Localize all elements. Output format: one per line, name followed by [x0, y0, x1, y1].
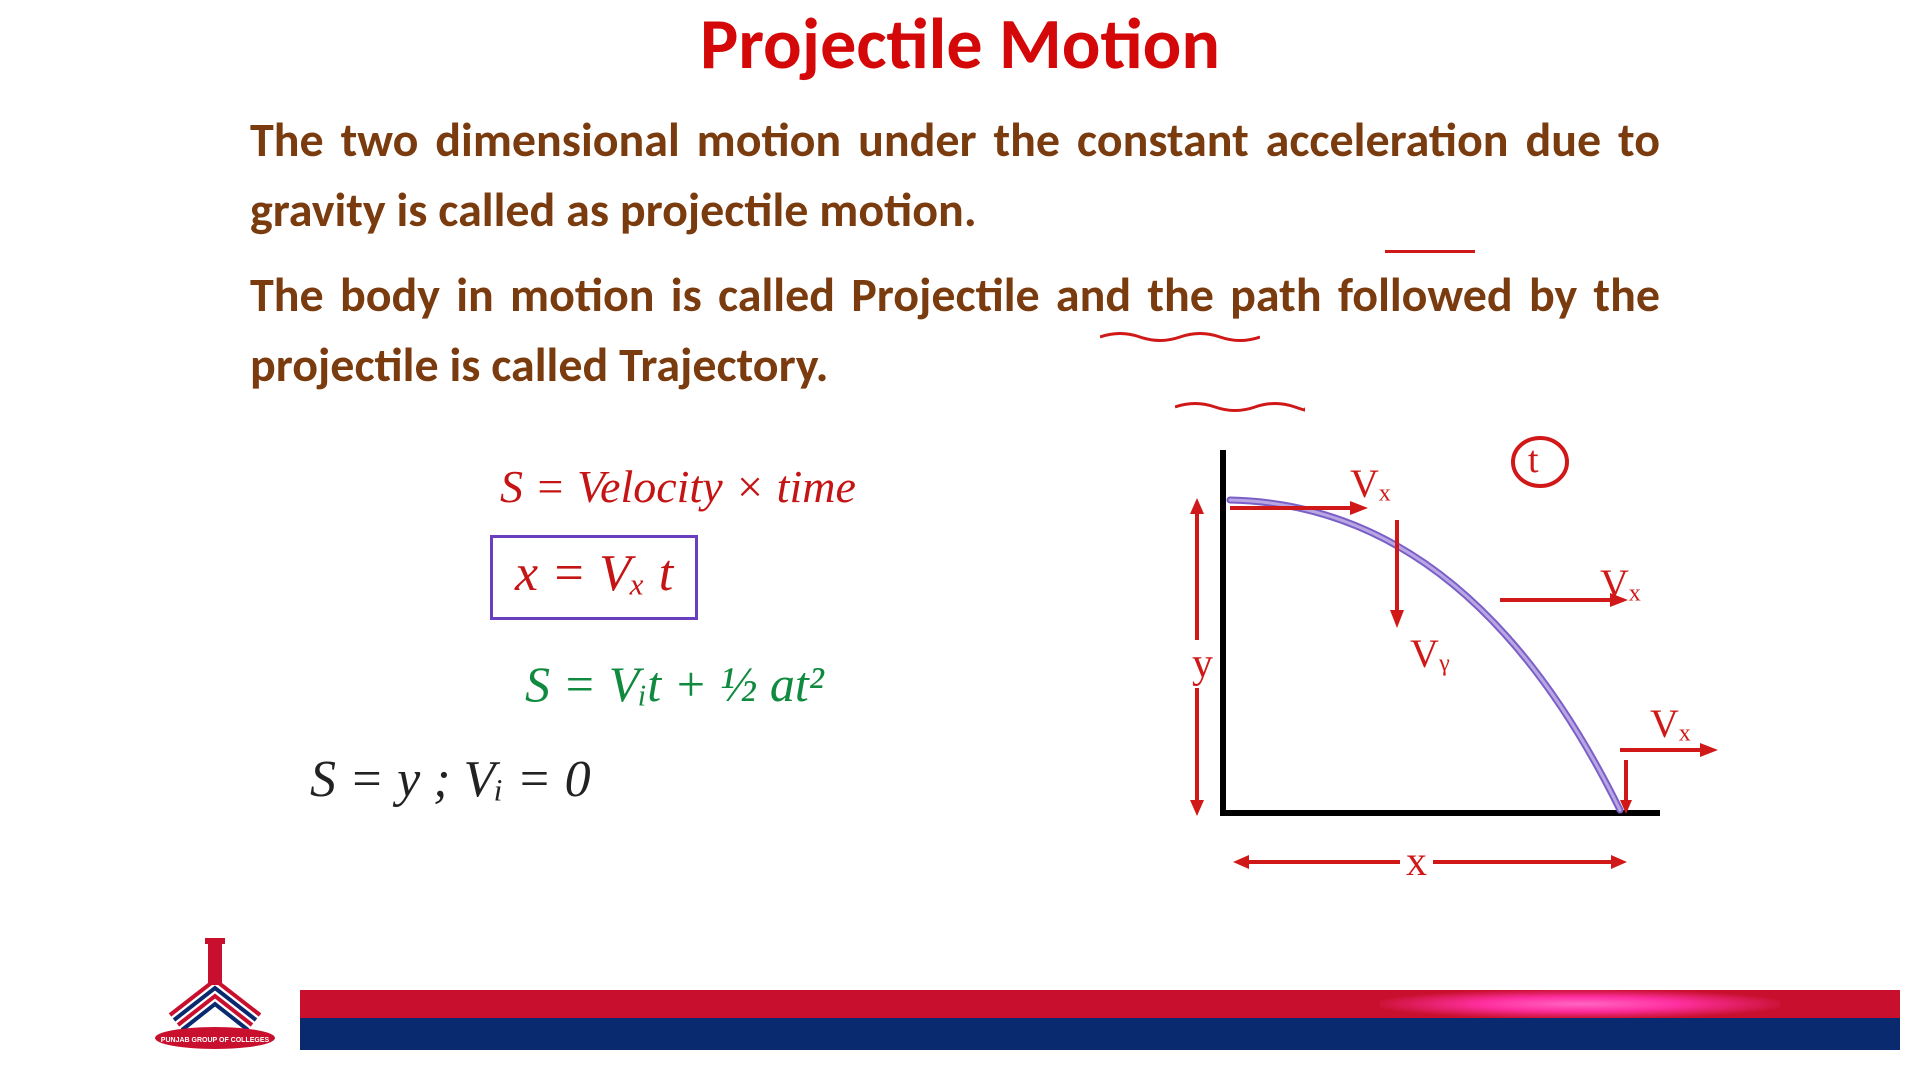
eq-s-velocity-time: S = Velocity × time	[500, 460, 856, 513]
eq-s-y-vi-0: S = y ; Vᵢ = 0	[310, 750, 591, 809]
underline-projectile-motion	[1385, 250, 1475, 253]
page-title: Projectile Motion	[0, 0, 1920, 88]
slide-root: Projectile Motion The two dimensional mo…	[0, 0, 1920, 1080]
eq-x-vx-t-box: x = Vₓ t	[490, 535, 698, 620]
diagram-vx-top-label: Vₓ	[1350, 460, 1391, 507]
definition-para-1: The two dimensional motion under the con…	[250, 105, 1660, 244]
footer-banner	[300, 990, 1900, 1050]
college-logo: PUNJAB GROUP OF COLLEGES	[150, 920, 280, 1050]
diagram-vy-label: Vᵧ	[1410, 630, 1450, 677]
eq-x-vx-t: x = Vₓ t	[515, 545, 673, 602]
diagram-t-circle	[1510, 435, 1570, 490]
diagram-vx-mid-label: Vₓ	[1600, 560, 1641, 607]
diagram-end-down-arrow	[1618, 760, 1638, 815]
definition-para-2: The body in motion is called Projectile …	[250, 260, 1660, 399]
college-logo-text: PUNJAB GROUP OF COLLEGES	[161, 1037, 270, 1044]
diagram-y-label: y	[1190, 640, 1215, 688]
diagram-vy-arrow	[1385, 520, 1415, 630]
diagram-t-label: t	[1528, 438, 1539, 482]
diagram-vx-top-arrow	[1230, 498, 1370, 528]
diagram-x-label: x	[1400, 838, 1433, 886]
diagram-vx-end-label: Vₓ	[1650, 700, 1691, 747]
underline-trajectory-word	[1175, 400, 1305, 414]
eq-s-vit-half-at2: S = Vᵢt + ½ at²	[525, 655, 824, 713]
underline-projectile-word	[1100, 330, 1260, 344]
